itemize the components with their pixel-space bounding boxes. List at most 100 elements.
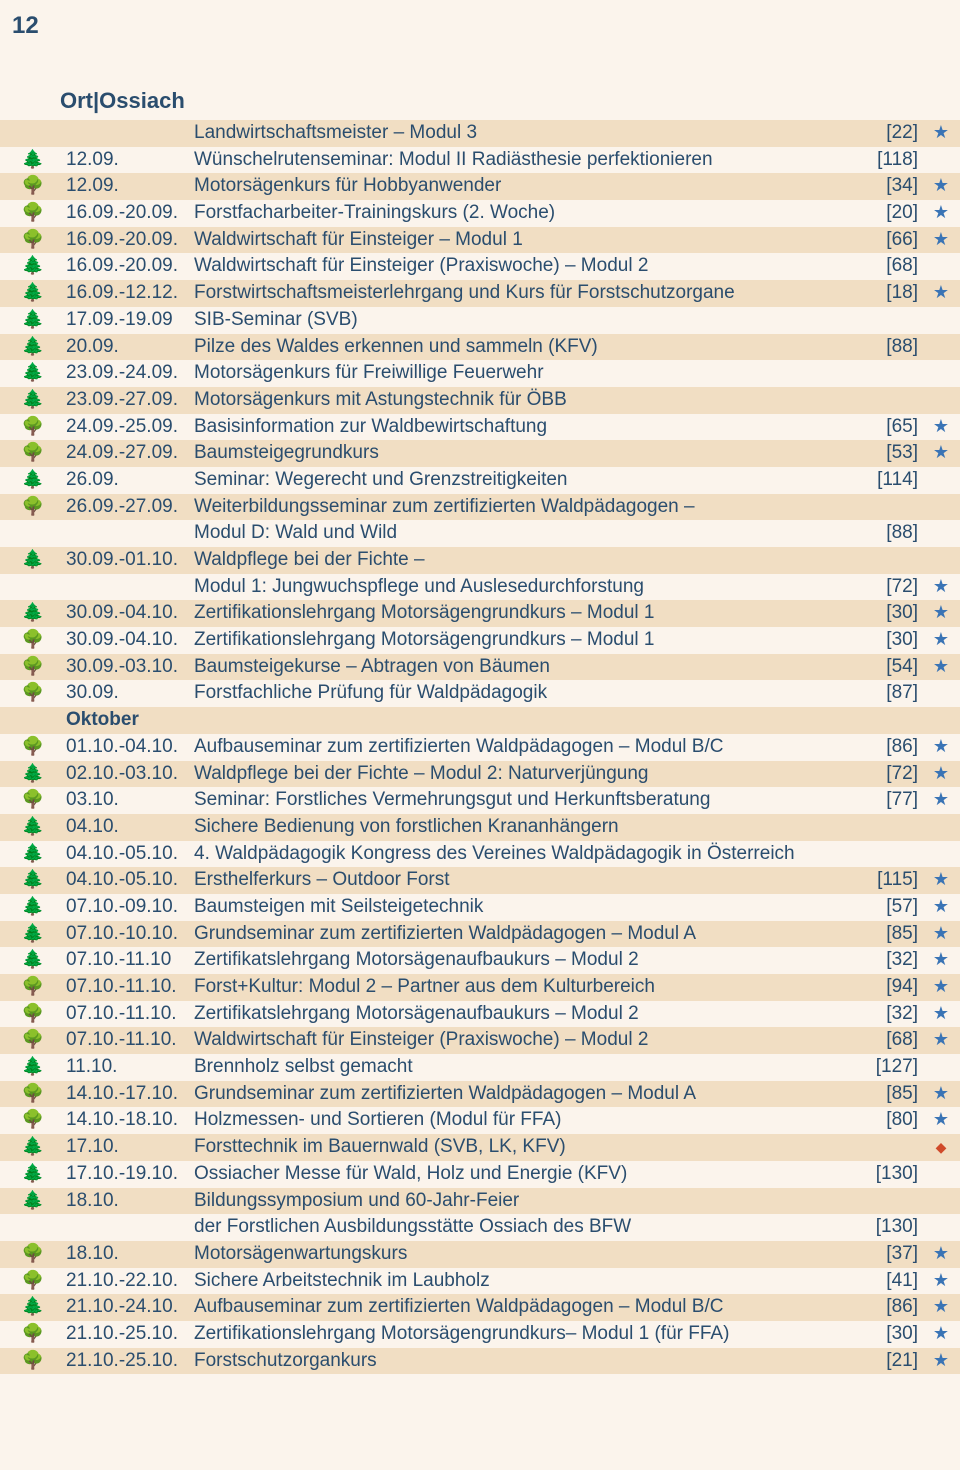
course-title: Seminar: Wegerecht und Grenzstreitigkeit… bbox=[190, 467, 854, 494]
star-icon: ★ bbox=[922, 761, 960, 788]
deciduous-icon: 🌳 bbox=[0, 1268, 62, 1295]
table-row: Modul 1: Jungwuchspflege und Auslesedurc… bbox=[0, 574, 960, 601]
course-ref: [94] bbox=[854, 974, 922, 1001]
table-row: 🌳24.09.-27.09.Baumsteigegrundkurs[53]★ bbox=[0, 440, 960, 467]
course-ref bbox=[854, 814, 922, 841]
course-date: 07.10.-11.10. bbox=[62, 1001, 190, 1028]
course-title: Motorsägenkurs mit Astungstechnik für ÖB… bbox=[190, 387, 854, 414]
table-row: der Forstlichen Ausbildungsstätte Ossiac… bbox=[0, 1214, 960, 1241]
deciduous-icon: 🌳 bbox=[0, 1107, 62, 1134]
star-icon: ★ bbox=[922, 227, 960, 254]
course-date: 17.09.-19.09 bbox=[62, 307, 190, 334]
course-title: Zertifikationslehrgang Motorsägengrundku… bbox=[190, 600, 854, 627]
conifer-icon: 🌲 bbox=[0, 334, 62, 361]
conifer-icon: 🌲 bbox=[0, 600, 62, 627]
star-icon: ★ bbox=[922, 440, 960, 467]
table-row: 🌲02.10.-03.10.Waldpflege bei der Fichte … bbox=[0, 761, 960, 788]
table-row: 🌳26.09.-27.09.Weiterbildungsseminar zum … bbox=[0, 494, 960, 521]
course-ref: [68] bbox=[854, 253, 922, 280]
star-icon: ★ bbox=[922, 1348, 960, 1375]
table-row: 🌲04.10.-05.10.4. Waldpädagogik Kongress … bbox=[0, 841, 960, 868]
star-icon: ★ bbox=[922, 574, 960, 601]
course-ref: [41] bbox=[854, 1268, 922, 1295]
course-ref bbox=[854, 841, 922, 868]
course-date: 26.09.-27.09. bbox=[62, 494, 190, 521]
table-row: 🌳18.10.Motorsägenwartungskurs[37]★ bbox=[0, 1241, 960, 1268]
deciduous-icon: 🌳 bbox=[0, 414, 62, 441]
table-row: 🌳07.10.-11.10.Zertifikatslehrgang Motors… bbox=[0, 1001, 960, 1028]
course-date: 04.10. bbox=[62, 814, 190, 841]
course-ref bbox=[854, 360, 922, 387]
deciduous-icon: 🌳 bbox=[0, 1241, 62, 1268]
course-date: 01.10.-04.10. bbox=[62, 734, 190, 761]
course-title: Aufbauseminar zum zertifizierten Waldpäd… bbox=[190, 1294, 854, 1321]
course-ref: [32] bbox=[854, 1001, 922, 1028]
course-ref: [20] bbox=[854, 200, 922, 227]
conifer-icon: 🌲 bbox=[0, 947, 62, 974]
empty-icon bbox=[922, 307, 960, 334]
table-row: 🌳30.09.Forstfachliche Prüfung für Waldpä… bbox=[0, 680, 960, 707]
conifer-icon: 🌲 bbox=[0, 894, 62, 921]
empty-icon bbox=[922, 1188, 960, 1215]
course-title: Ersthelferkurs – Outdoor Forst bbox=[190, 867, 854, 894]
course-date: 03.10. bbox=[62, 787, 190, 814]
conifer-icon: 🌲 bbox=[0, 921, 62, 948]
conifer-icon: 🌲 bbox=[0, 467, 62, 494]
conifer-icon: 🌲 bbox=[0, 1294, 62, 1321]
course-ref: [88] bbox=[854, 334, 922, 361]
document-page: 12 Ort|Ossiach Landwirtschaftsmeister – … bbox=[0, 0, 960, 1384]
empty-icon bbox=[922, 334, 960, 361]
deciduous-icon: 🌳 bbox=[0, 1348, 62, 1375]
table-row: 🌳21.10.-25.10.Zertifikationslehrgang Mot… bbox=[0, 1321, 960, 1348]
course-date: 21.10.-22.10. bbox=[62, 1268, 190, 1295]
table-row: 🌲07.10.-10.10.Grundseminar zum zertifizi… bbox=[0, 921, 960, 948]
table-row: 🌳21.10.-25.10.Forstschutzorgankurs[21]★ bbox=[0, 1348, 960, 1375]
star-icon: ★ bbox=[922, 734, 960, 761]
course-title: Landwirtschaftsmeister – Modul 3 bbox=[190, 120, 854, 147]
course-ref: [53] bbox=[854, 440, 922, 467]
course-date: 16.09.-20.09. bbox=[62, 200, 190, 227]
course-date: 18.10. bbox=[62, 1241, 190, 1268]
conifer-icon: 🌲 bbox=[0, 280, 62, 307]
empty-icon bbox=[922, 1161, 960, 1188]
table-row: 🌳01.10.-04.10.Aufbauseminar zum zertifiz… bbox=[0, 734, 960, 761]
star-icon: ★ bbox=[922, 1081, 960, 1108]
deciduous-icon: 🌳 bbox=[0, 974, 62, 1001]
table-row: 🌳30.09.-03.10.Baumsteigekurse – Abtragen… bbox=[0, 654, 960, 681]
course-ref: [115] bbox=[854, 867, 922, 894]
empty-icon bbox=[922, 387, 960, 414]
table-row: 🌳12.09.Motorsägenkurs für Hobbyanwender[… bbox=[0, 173, 960, 200]
course-title: 4. Waldpädagogik Kongress des Vereines W… bbox=[190, 841, 854, 868]
course-ref: [65] bbox=[854, 414, 922, 441]
course-title: Waldpflege bei der Fichte – Modul 2: Nat… bbox=[190, 761, 854, 788]
course-date: 16.09.-12.12. bbox=[62, 280, 190, 307]
course-title: Waldwirtschaft für Einsteiger (Praxiswoc… bbox=[190, 253, 854, 280]
empty-icon bbox=[922, 147, 960, 174]
course-title: Aufbauseminar zum zertifizierten Waldpäd… bbox=[190, 734, 854, 761]
course-title: SIB-Seminar (SVB) bbox=[190, 307, 854, 334]
table-row: 🌳16.09.-20.09.Forstfacharbeiter-Training… bbox=[0, 200, 960, 227]
location-header: Ort|Ossiach bbox=[60, 88, 960, 114]
course-date bbox=[62, 1214, 190, 1241]
course-ref: [57] bbox=[854, 894, 922, 921]
deciduous-icon: 🌳 bbox=[0, 627, 62, 654]
course-date: 23.09.-27.09. bbox=[62, 387, 190, 414]
table-row: 🌳24.09.-25.09.Basisinformation zur Waldb… bbox=[0, 414, 960, 441]
conifer-icon: 🌲 bbox=[0, 841, 62, 868]
table-row: 🌳21.10.-22.10.Sichere Arbeitstechnik im … bbox=[0, 1268, 960, 1295]
empty-icon bbox=[922, 841, 960, 868]
deciduous-icon: 🌳 bbox=[0, 680, 62, 707]
deciduous-icon: 🌳 bbox=[0, 227, 62, 254]
course-ref: [80] bbox=[854, 1107, 922, 1134]
course-date: 04.10.-05.10. bbox=[62, 841, 190, 868]
conifer-icon: 🌲 bbox=[0, 360, 62, 387]
table-row: 🌲17.10.Forsttechnik im Bauernwald (SVB, … bbox=[0, 1134, 960, 1161]
table-row: 🌲07.10.-09.10.Baumsteigen mit Seilsteige… bbox=[0, 894, 960, 921]
course-title: Zertifikationslehrgang Motorsägengrundku… bbox=[190, 627, 854, 654]
course-date: 30.09. bbox=[62, 680, 190, 707]
empty-icon bbox=[922, 814, 960, 841]
course-date bbox=[62, 520, 190, 547]
course-ref: [72] bbox=[854, 574, 922, 601]
course-date bbox=[62, 120, 190, 147]
empty-icon bbox=[922, 467, 960, 494]
